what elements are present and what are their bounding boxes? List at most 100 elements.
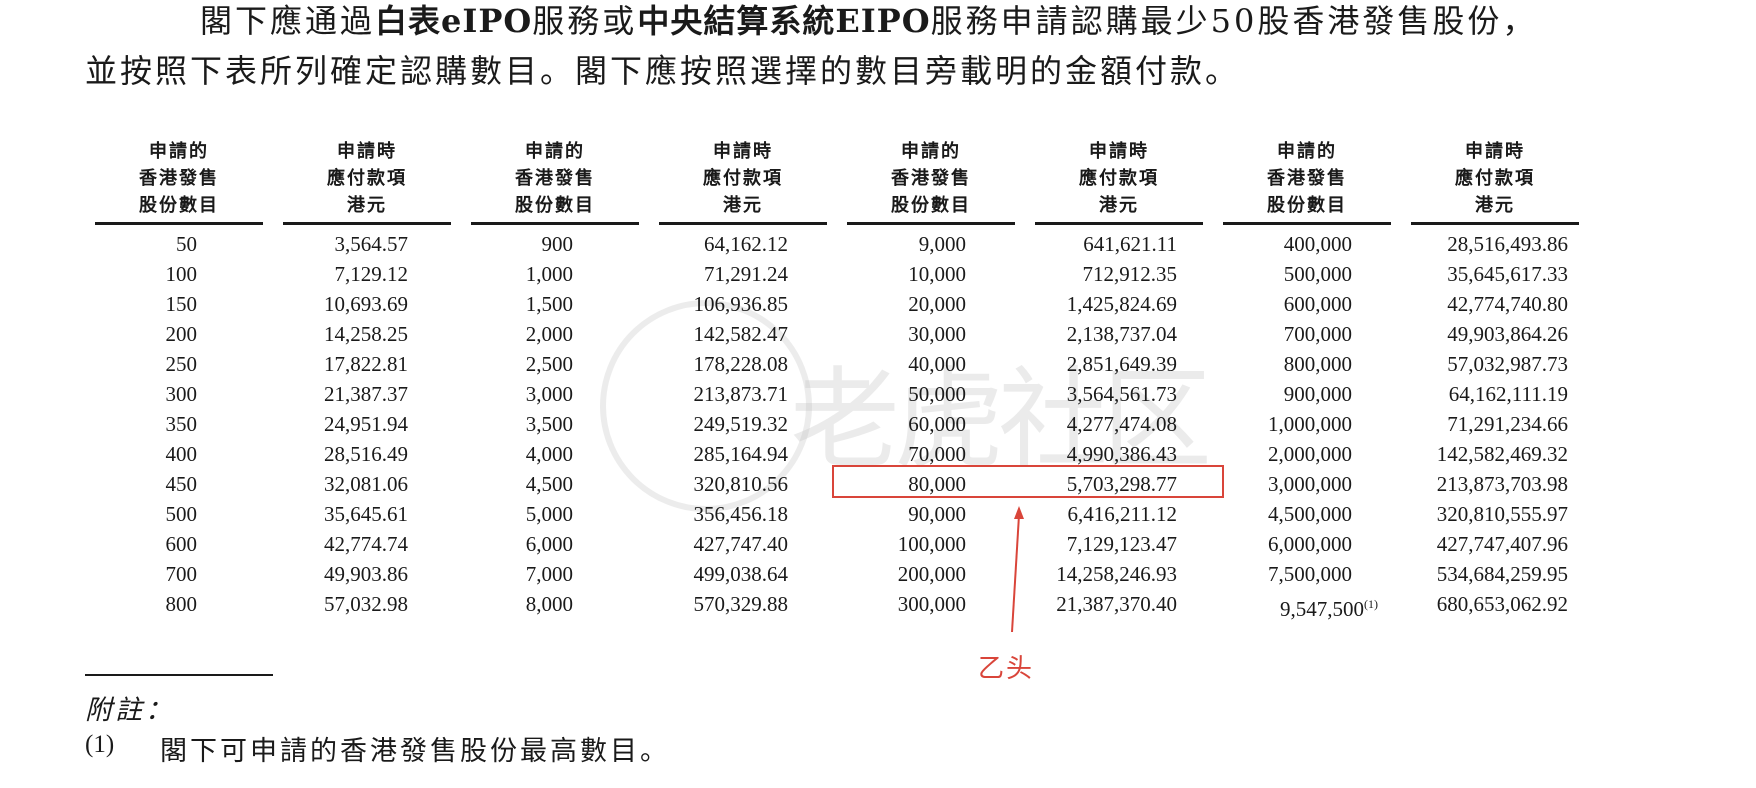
table-cell-value: 249,519.32 — [693, 412, 789, 436]
table-cell-value: 10,000 — [908, 262, 966, 286]
table-header-rule — [1223, 222, 1391, 225]
footnote-divider — [85, 674, 273, 676]
table-cell: 80,000 — [908, 469, 966, 499]
table-cell-value: 3,564.57 — [334, 232, 409, 256]
table-cell: 10,000 — [908, 259, 966, 289]
footnote-text: 閣下可申請的香港發售股份最高數目。 — [160, 736, 670, 767]
table-cell-value: 60,000 — [908, 412, 966, 436]
table-cell-value: 8,000 — [525, 592, 573, 616]
table-header-line: 香港發售 — [515, 168, 595, 189]
table-cell-value: 100,000 — [897, 532, 966, 556]
table-cell-value: 142,582.47 — [693, 322, 789, 346]
table-cell: 178,228.08 — [694, 349, 789, 379]
table-header-line: 申請的 — [901, 141, 961, 162]
table-cell-value: 28,516,493.86 — [1447, 232, 1568, 256]
table-cell-value: 200 — [165, 322, 198, 346]
table-header-col-3: 申請的 香港發售 股份數目 — [471, 138, 639, 219]
watermark-logo — [600, 300, 812, 512]
table-cell-value: 300,000 — [897, 592, 966, 616]
table-header-line: 港元 — [347, 195, 387, 216]
table-header-rule — [659, 222, 827, 225]
table-cell: 9,547,500(1) — [1280, 589, 1378, 624]
table-cell: 2,000,000 — [1268, 439, 1352, 469]
table-cell: 213,873.71 — [694, 379, 789, 409]
table-header-col-4: 申請時 應付款項 港元 — [659, 138, 827, 219]
footnote-title: 附註： — [85, 695, 175, 726]
table-cell: 2,500 — [526, 349, 573, 379]
table-header-line: 申請的 — [149, 141, 209, 162]
table-cell: 320,810.56 — [694, 469, 789, 499]
table-cell: 300,000 — [898, 589, 966, 619]
table-cell-value: 17,822.81 — [324, 352, 408, 376]
table-cell-value: 178,228.08 — [693, 352, 789, 376]
table-cell: 21,387,370.40 — [1056, 589, 1177, 619]
table-cell-value: 7,500,000 — [1268, 562, 1352, 586]
table-cell: 50 — [176, 229, 197, 259]
table-cell: 320,810,555.97 — [1437, 499, 1568, 529]
table-cell: 800,000 — [1284, 349, 1352, 379]
table-cell: 32,081.06 — [324, 469, 408, 499]
table-cell: 600,000 — [1284, 289, 1352, 319]
table-cell: 20,000 — [908, 289, 966, 319]
table-cell-value: 900 — [541, 232, 574, 256]
table-cell: 285,164.94 — [694, 439, 789, 469]
table-cell-value: 9,547,500 — [1280, 597, 1364, 621]
table-cell-value: 499,038.64 — [693, 562, 789, 586]
table-cell: 7,129,123.47 — [1067, 529, 1177, 559]
table-cell: 3,500 — [526, 409, 573, 439]
table-cell: 49,903,864.26 — [1447, 319, 1568, 349]
table-cell-value: 35,645.61 — [324, 502, 408, 526]
table-cell-value: 2,138,737.04 — [1066, 322, 1177, 346]
table-header-line: 申請時 — [1465, 141, 1525, 162]
table-cell: 28,516,493.86 — [1447, 229, 1568, 259]
table-cell-value: 3,564,561.73 — [1066, 382, 1177, 406]
table-cell: 400,000 — [1284, 229, 1352, 259]
table-cell-value: 400 — [165, 442, 198, 466]
table-cell: 500,000 — [1284, 259, 1352, 289]
table-cell-value: 64,162,111.19 — [1448, 382, 1568, 406]
table-cell: 64,162,111.19 — [1449, 379, 1568, 409]
table-cell-value: 42,774,740.80 — [1447, 292, 1568, 316]
table-cell: 100 — [166, 259, 198, 289]
table-cell-value: 900,000 — [1283, 382, 1352, 406]
table-header-line: 申請時 — [337, 141, 397, 162]
table-cell-value: 7,129.12 — [334, 262, 409, 286]
table-cell-value: 350 — [165, 412, 198, 436]
table-cell-value: 40,000 — [908, 352, 966, 376]
table-cell-value: 400,000 — [1283, 232, 1352, 256]
intro-bold-ccass: 中央結算系統EIPO — [637, 2, 931, 40]
table-cell-value: 213,873.71 — [693, 382, 789, 406]
table-cell: 800 — [166, 589, 198, 619]
table-cell-value: 5,000 — [525, 502, 573, 526]
table-cell: 70,000 — [908, 439, 966, 469]
table-cell: 57,032,987.73 — [1447, 349, 1568, 379]
table-header-line: 申請時 — [713, 141, 773, 162]
table-cell: 64,162.12 — [704, 229, 788, 259]
table-cell: 200,000 — [898, 559, 966, 589]
table-cell: 700,000 — [1284, 319, 1352, 349]
intro-text-c: 服務或 — [532, 2, 638, 40]
table-cell: 150 — [166, 289, 198, 319]
table-cell-value: 800,000 — [1283, 352, 1352, 376]
table-cell-value: 7,129,123.47 — [1066, 532, 1177, 556]
table-header-col-6: 申請時 應付款項 港元 — [1035, 138, 1203, 219]
table-cell-value: 5,703,298.77 — [1066, 472, 1177, 496]
table-cell: 14,258.25 — [324, 319, 408, 349]
table-cell: 213,873,703.98 — [1437, 469, 1568, 499]
table-cell: 3,564,561.73 — [1067, 379, 1177, 409]
table-header-line: 應付款項 — [1455, 168, 1535, 189]
table-cell: 5,000 — [526, 499, 573, 529]
table-cell-value: 57,032.98 — [324, 592, 408, 616]
table-cell-value: 4,000 — [525, 442, 573, 466]
table-cell: 427,747.40 — [694, 529, 789, 559]
table-cell: 57,032.98 — [324, 589, 408, 619]
table-cell: 400 — [166, 439, 198, 469]
table-header-line: 應付款項 — [327, 168, 407, 189]
table-cell: 250 — [166, 349, 198, 379]
table-cell: 570,329.88 — [694, 589, 789, 619]
table-cell: 2,000 — [526, 319, 573, 349]
table-header-rule — [1035, 222, 1203, 225]
table-cell-value: 680,653,062.92 — [1436, 592, 1568, 616]
table-cell: 249,519.32 — [694, 409, 789, 439]
table-cell-value: 6,000,000 — [1268, 532, 1352, 556]
